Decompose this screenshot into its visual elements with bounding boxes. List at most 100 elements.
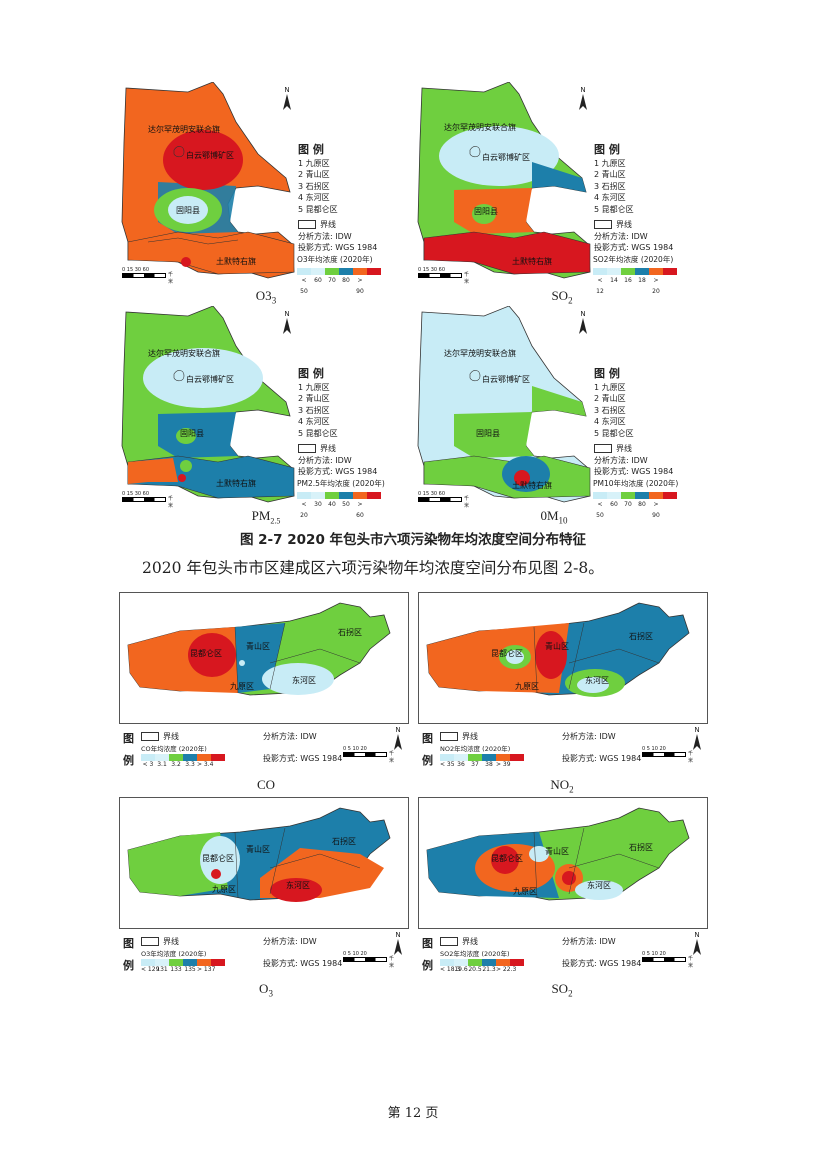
method-label: 分析方法: IDW <box>594 231 648 241</box>
scale-bar: 0 5 10 20 千米 <box>343 746 395 764</box>
label-donghe: 东河区 <box>587 881 611 890</box>
pm10-region-map <box>417 305 591 503</box>
projection-label: 投影方式: WGS 1984 <box>594 467 674 476</box>
north-arrow-icon: N <box>578 86 588 112</box>
boundary-label: 界线 <box>163 937 179 946</box>
legend-pm25-region: 图 例 1 九原区 2 青山区 3 石拐区 4 东河区 5 昆都仑区 界线 分析… <box>298 368 408 478</box>
district-3: 3 石拐区 <box>594 405 626 415</box>
map-panel-so2-urban: 昆都仑区 青山区 石拐区 东河区 九原区 <box>418 797 708 929</box>
ramp-ticks: < 50 60 70 80 > 90 <box>300 276 364 296</box>
district-3: 3 石拐区 <box>298 405 330 415</box>
district-1: 1 九原区 <box>594 382 626 392</box>
label-donghe: 东河区 <box>286 881 310 890</box>
color-ramp <box>593 491 703 499</box>
label-jiuyuan: 九原区 <box>212 885 236 894</box>
district-1: 1 九原区 <box>298 158 330 168</box>
concentration-legend-title: O3年均浓度 (2020年) <box>141 950 207 958</box>
color-ramp: < 35 36 37 38 > 39 <box>440 752 524 768</box>
legend-li: 例 <box>422 754 433 767</box>
legend-o3-region: 图 例 1 九原区 2 青山区 3 石拐区 4 东河区 5 昆都仑区 界线 分析… <box>298 144 408 254</box>
map-caption-o3-urban: O3 <box>259 981 273 999</box>
scale-bar: 0 5 10 20 千米 <box>343 951 395 969</box>
place-label-mine: 白云鄂博矿区 <box>186 151 234 160</box>
district-2: 2 青山区 <box>594 170 626 179</box>
label-qingshan: 青山区 <box>545 847 569 856</box>
legend-tu: 图 <box>422 732 433 745</box>
boundary-symbol <box>141 937 159 946</box>
place-label-banner: 达尔罕茂明安联合旗 <box>444 123 516 132</box>
label-donghe: 东河区 <box>292 676 316 685</box>
ramp-ticks: < 3 3.1 3.2 3.3 > 3.4 <box>142 761 214 768</box>
figure-title: 图 2-7 2020 年包头市六项污染物年均浓度空间分布特征 <box>239 532 587 548</box>
boundary-symbol <box>440 732 458 741</box>
ramp-ticks: < 35 36 37 38 > 39 <box>440 761 511 768</box>
legend-tu: 图 <box>123 732 134 745</box>
projection-label: 投影方式: WGS 1984 <box>263 754 343 763</box>
projection-label: 投影方式: WGS 1984 <box>298 467 378 476</box>
map-panel-co-urban: 昆都仑区 青山区 石拐区 东河区 九原区 <box>119 592 409 724</box>
place-label-county: 固阳县 <box>176 206 200 215</box>
concentration-legend-o3-region: O3年均浓度 (2020年) < 50 60 70 80 > 90 <box>297 254 407 298</box>
map-panel-no2-urban: 昆都仑区 青山区 石拐区 东河区 九原区 <box>418 592 708 724</box>
method-label: 分析方法: IDW <box>594 455 648 465</box>
method-label: 分析方法: IDW <box>562 937 616 946</box>
place-label-county: 固阳县 <box>474 207 498 216</box>
boundary-label: 界线 <box>616 444 632 453</box>
boundary-symbol <box>594 220 612 229</box>
no2-urban-map <box>426 602 690 697</box>
legend-title: 图 例 <box>298 367 324 380</box>
district-3: 3 石拐区 <box>298 181 330 191</box>
district-5: 5 昆都仑区 <box>594 204 634 214</box>
ramp-ticks: < 12 14 16 18 > 20 <box>596 276 660 296</box>
north-arrow-icon: N <box>282 310 292 336</box>
place-label-mine: 白云鄂博矿区 <box>482 375 530 384</box>
body-paragraph: 2020 年包头市市区建成区六项污染物年均浓度空间分布见图 2-8。 <box>142 559 604 577</box>
boundary-label: 界线 <box>462 732 478 741</box>
projection-label: 投影方式: WGS 1984 <box>263 959 343 968</box>
boundary-symbol <box>141 732 159 741</box>
projection-label: 投影方式: WGS 1984 <box>594 243 674 252</box>
district-1: 1 九原区 <box>594 158 626 168</box>
place-label-banner: 达尔罕茂明安联合旗 <box>148 125 220 134</box>
district-2: 2 青山区 <box>298 170 330 179</box>
place-label-mine: 白云鄂博矿区 <box>482 153 530 162</box>
map-caption-o3: O33 <box>255 288 277 306</box>
color-ramp <box>593 267 703 275</box>
ramp-ticks: < 129 131 133 135 > 137 <box>141 966 216 973</box>
legend-so2-region: 图 例 1 九原区 2 青山区 3 石拐区 4 东河区 5 昆都仑区 界线 分析… <box>594 144 704 254</box>
projection-label: 投影方式: WGS 1984 <box>562 754 642 763</box>
district-2: 2 青山区 <box>594 394 626 403</box>
district-2: 2 青山区 <box>298 394 330 403</box>
place-label-county: 固阳县 <box>476 429 500 438</box>
label-jiuyuan: 九原区 <box>513 887 537 896</box>
legend-title: 图 例 <box>298 143 324 156</box>
label-kundulun: 昆都仑区 <box>190 649 222 658</box>
boundary-label: 界线 <box>163 732 179 741</box>
label-donghe: 东河区 <box>585 676 609 685</box>
north-arrow-icon: N <box>393 931 403 957</box>
label-shiguai: 石拐区 <box>332 837 356 846</box>
map-caption-co: CO <box>256 777 276 792</box>
place-label-banner: 达尔罕茂明安联合旗 <box>444 349 516 358</box>
color-ramp <box>297 267 407 275</box>
color-ramp: < 18.3 19.6 20.5 21.3 > 22.3 <box>440 957 524 973</box>
o3-region-map <box>121 81 295 279</box>
boundary-label: 界线 <box>462 937 478 946</box>
map-caption-no2-urban: NO2 <box>550 777 574 795</box>
scale-bar: 0 5 10 20 千米 <box>642 746 694 764</box>
method-label: 分析方法: IDW <box>263 732 317 741</box>
map-caption-pm10: 0M10 <box>540 508 568 526</box>
legend-li: 例 <box>123 959 134 972</box>
label-qingshan: 青山区 <box>246 642 270 651</box>
place-label-tumote: 土默特右旗 <box>216 479 256 488</box>
ramp-ticks: < 50 60 70 80 > 90 <box>596 500 660 520</box>
concentration-legend-title: NO2年均浓度 (2020年) <box>440 745 511 753</box>
method-label: 分析方法: IDW <box>298 455 352 465</box>
so2-region-map <box>417 81 591 279</box>
legend-li: 例 <box>422 959 433 972</box>
boundary-label: 界线 <box>320 220 336 229</box>
concentration-legend-title: CO年均浓度 (2020年) <box>141 745 207 753</box>
north-arrow-icon: N <box>578 310 588 336</box>
boundary-label: 界线 <box>616 220 632 229</box>
map-caption-so2-urban: SO2 <box>551 981 573 999</box>
